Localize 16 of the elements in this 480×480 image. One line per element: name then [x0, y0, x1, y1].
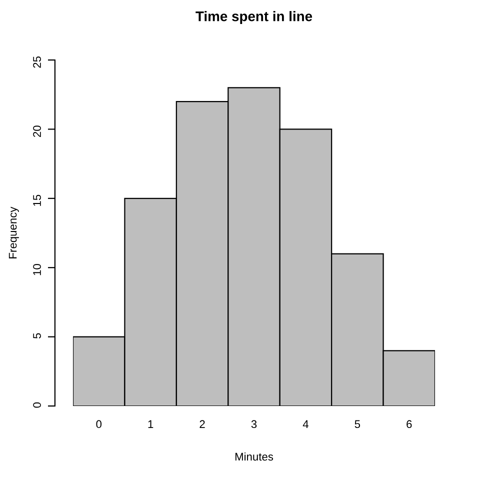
y-tick-label: 15 [33, 194, 41, 206]
x-tick-label: 0 [96, 420, 102, 428]
x-tick-label: 6 [406, 420, 412, 428]
y-tick-label: 0 [33, 402, 41, 408]
x-tick-label: 4 [302, 420, 308, 428]
x-axis-title: Minutes [235, 452, 274, 461]
y-tick-label: 25 [33, 56, 41, 68]
x-tick-label: 3 [251, 420, 257, 428]
x-tick-label: 1 [148, 420, 154, 428]
chart-title: Time spent in line [196, 11, 312, 24]
y-axis-title: Frequency [8, 206, 19, 258]
y-tick-label: 5 [33, 333, 41, 339]
x-tick-label: 2 [200, 420, 205, 428]
y-tick-label: 10 [33, 264, 41, 276]
y-tick-label: 20 [33, 126, 41, 137]
x-tick-label: 5 [354, 420, 360, 428]
